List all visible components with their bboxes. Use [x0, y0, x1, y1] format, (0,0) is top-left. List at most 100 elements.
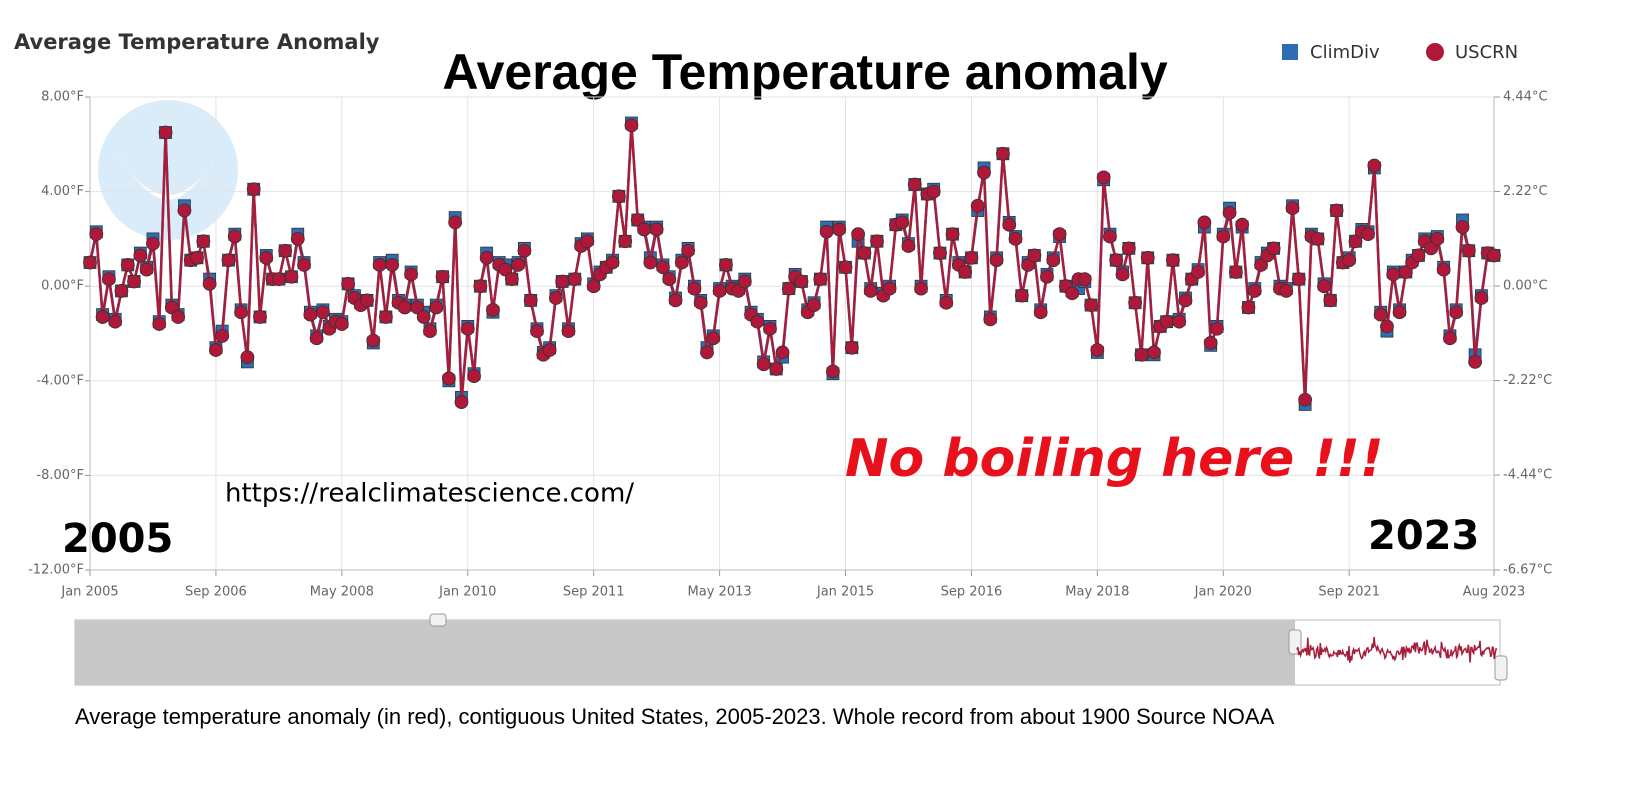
- data-point: [1254, 258, 1268, 272]
- data-point: [278, 243, 293, 258]
- y-tick-label: 0.00°F: [41, 279, 84, 294]
- data-point: [190, 250, 204, 265]
- data-point: [1430, 231, 1445, 246]
- data-point: [511, 258, 526, 272]
- data-point: [517, 243, 532, 258]
- data-point: [1027, 248, 1042, 263]
- data-point: [1166, 253, 1180, 268]
- data-point: [334, 317, 349, 331]
- data-point: [681, 243, 696, 258]
- y2-tick-label: 0.00°C: [1503, 279, 1548, 294]
- data-point: [1040, 269, 1054, 284]
- data-point: [158, 125, 173, 140]
- data-point: [1115, 267, 1130, 282]
- data-point: [819, 224, 834, 239]
- y-tick-label: 4.00°F: [41, 184, 84, 199]
- data-point: [1159, 314, 1174, 329]
- data-point: [108, 314, 123, 329]
- data-point: [1317, 279, 1331, 294]
- data-point: [700, 345, 714, 360]
- data-point: [637, 222, 651, 237]
- data-point: [316, 305, 330, 320]
- data-point: [479, 250, 494, 265]
- data-point: [127, 274, 141, 289]
- data-point: [832, 222, 847, 237]
- data-point: [1014, 288, 1029, 303]
- chart-title: Average Temperature Anomaly: [14, 30, 380, 54]
- data-point: [863, 284, 878, 298]
- legend-marker: [1282, 44, 1298, 60]
- y2-tick-label: 2.22°C: [1503, 184, 1548, 199]
- navigator-handle[interactable]: [1494, 655, 1508, 681]
- data-point: [983, 312, 998, 327]
- data-point: [737, 274, 752, 289]
- y-tick-label: 8.00°F: [41, 90, 84, 105]
- data-point: [643, 255, 658, 270]
- data-point: [385, 258, 400, 272]
- data-point: [624, 118, 639, 133]
- data-point: [429, 300, 444, 315]
- data-point: [1392, 305, 1407, 320]
- x-tick-label: Jan 2010: [438, 585, 496, 600]
- year-annotation: 2023: [1368, 513, 1479, 559]
- data-point: [523, 293, 538, 308]
- data-point: [674, 255, 689, 270]
- data-point: [813, 272, 828, 287]
- data-point: [763, 321, 777, 336]
- x-tick-label: Sep 2006: [185, 585, 247, 600]
- data-point: [284, 269, 299, 284]
- x-tick-label: Jan 2005: [60, 585, 118, 600]
- data-point: [781, 281, 796, 296]
- y2-tick-label: -2.22°C: [1503, 373, 1552, 388]
- data-point: [1210, 321, 1224, 336]
- data-point: [215, 328, 230, 343]
- data-point: [83, 255, 97, 270]
- data-point: [706, 331, 721, 346]
- navigator-handle[interactable]: [429, 613, 447, 627]
- data-point: [712, 284, 727, 298]
- data-point: [1203, 336, 1218, 350]
- data-point: [1197, 215, 1212, 230]
- caption: Average temperature anomaly (in red), co…: [75, 704, 1275, 729]
- data-point: [618, 234, 633, 249]
- data-point: [259, 250, 274, 265]
- data-point: [448, 215, 463, 230]
- data-point: [227, 229, 242, 244]
- data-point: [945, 227, 960, 242]
- x-tick-label: May 2008: [310, 585, 374, 600]
- data-point: [1046, 253, 1061, 268]
- data-point: [171, 310, 186, 324]
- data-point: [309, 331, 324, 346]
- x-tick-label: May 2018: [1065, 585, 1129, 600]
- data-point: [555, 274, 570, 289]
- data-point: [303, 307, 318, 322]
- data-point: [290, 231, 305, 246]
- y-tick-label: -8.00°F: [36, 468, 84, 483]
- data-point: [1065, 286, 1080, 301]
- navigator-handle[interactable]: [1288, 629, 1302, 655]
- data-point: [838, 260, 853, 275]
- data-point: [95, 310, 110, 324]
- data-point: [1090, 343, 1105, 357]
- data-point: [410, 300, 425, 315]
- data-point: [1436, 262, 1451, 277]
- data-point: [460, 321, 475, 336]
- data-point: [498, 262, 513, 277]
- data-point: [1084, 298, 1098, 313]
- legend-label: USCRN: [1455, 42, 1518, 63]
- data-point: [586, 279, 601, 294]
- data-point: [530, 324, 544, 339]
- data-point: [146, 236, 160, 251]
- data-point: [907, 177, 922, 192]
- data-point: [454, 395, 469, 409]
- data-point: [1468, 354, 1483, 369]
- data-point: [1228, 265, 1243, 279]
- data-point: [844, 340, 859, 355]
- data-point: [542, 343, 557, 357]
- data-point: [253, 310, 267, 324]
- data-point: [1008, 231, 1023, 246]
- legend-label: ClimDiv: [1310, 42, 1380, 63]
- data-point: [1216, 229, 1231, 244]
- data-point: [611, 189, 626, 204]
